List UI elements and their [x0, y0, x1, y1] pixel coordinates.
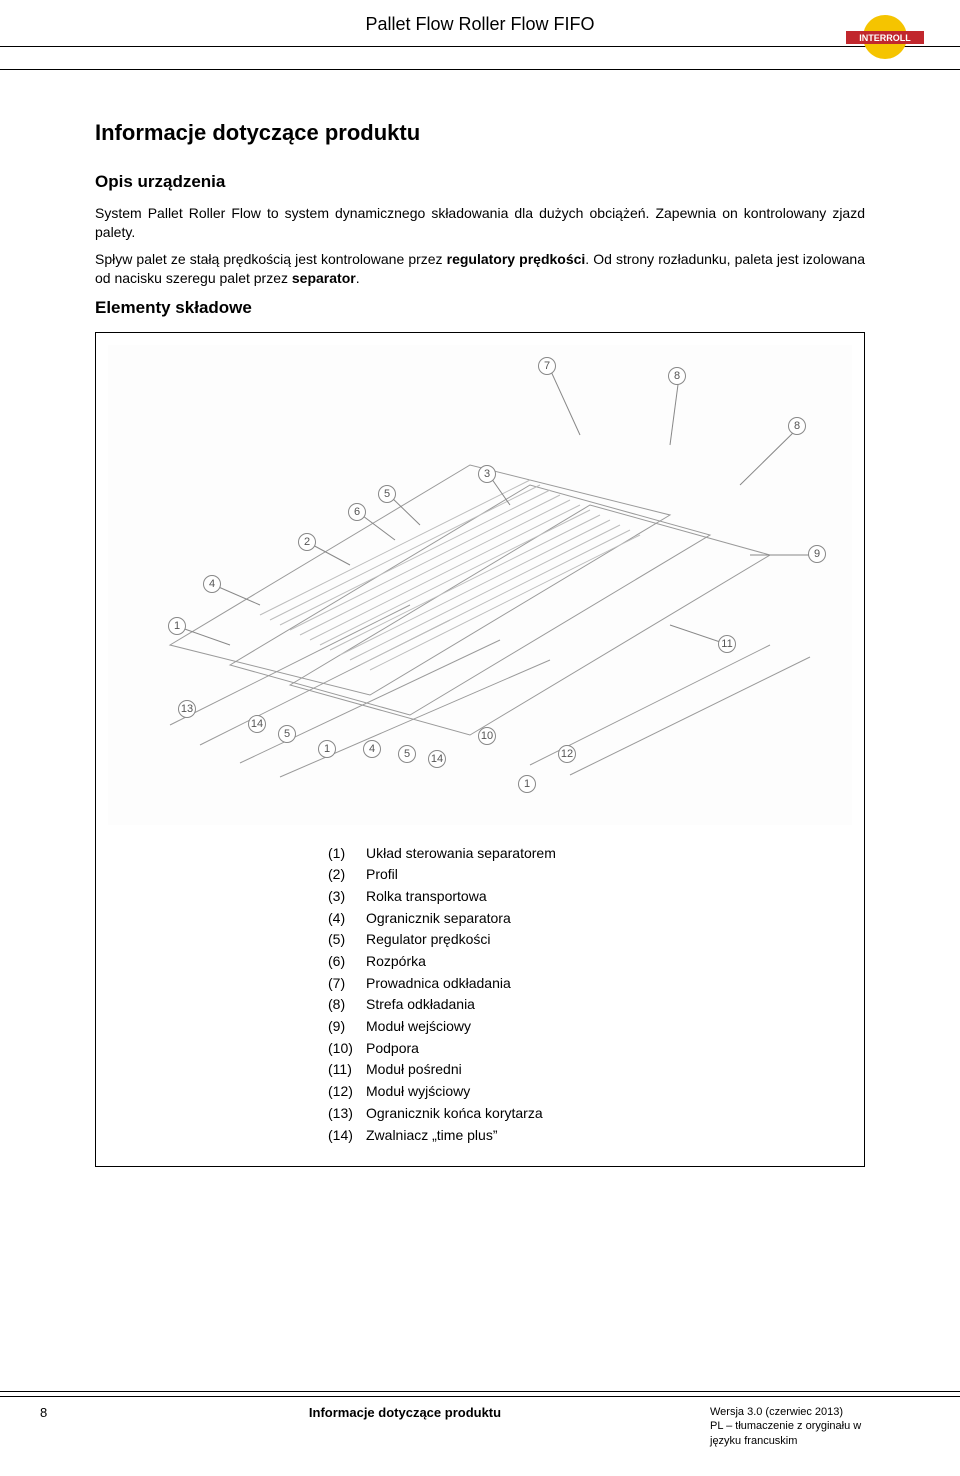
components-heading: Elementy składowe	[95, 298, 865, 318]
subsection-heading: Opis urządzenia	[95, 172, 865, 192]
legend-text: Moduł wejściowy	[366, 1016, 471, 1038]
svg-text:INTERROLL: INTERROLL	[859, 33, 911, 43]
legend-num: (4)	[328, 908, 366, 930]
bold-term: separator	[292, 270, 356, 286]
exploded-diagram: 788356294111131451451410121	[108, 345, 852, 825]
legend-text: Układ sterowania separatorem	[366, 843, 556, 865]
legend-num: (8)	[328, 994, 366, 1016]
intro-para-2: Spływ palet ze stałą prędkością jest kon…	[95, 250, 865, 288]
text: PL – tłumaczenie z oryginału w	[710, 1419, 930, 1433]
legend-row: (9)Moduł wejściowy	[328, 1016, 852, 1038]
footer-rule	[0, 1396, 960, 1397]
legend-row: (13)Ogranicznik końca korytarza	[328, 1103, 852, 1125]
callout-5: 5	[278, 725, 296, 743]
diagram-legend: (1)Układ sterowania separatorem(2)Profil…	[328, 843, 852, 1147]
callout-5: 5	[378, 485, 396, 503]
legend-text: Moduł pośredni	[366, 1059, 462, 1081]
legend-row: (10)Podpora	[328, 1038, 852, 1060]
legend-num: (11)	[328, 1059, 366, 1081]
callout-9: 9	[808, 545, 826, 563]
legend-row: (14)Zwalniacz „time plus”	[328, 1125, 852, 1147]
legend-num: (14)	[328, 1125, 366, 1147]
callout-11: 11	[718, 635, 736, 653]
legend-text: Strefa odkładania	[366, 994, 475, 1016]
text: języku francuskim	[710, 1434, 930, 1448]
legend-num: (5)	[328, 929, 366, 951]
legend-text: Rozpórka	[366, 951, 426, 973]
legend-text: Ogranicznik końca korytarza	[366, 1103, 543, 1125]
legend-row: (2)Profil	[328, 864, 852, 886]
intro-para-1: System Pallet Roller Flow to system dyna…	[95, 204, 865, 242]
page-footer: 8 Informacje dotyczące produktu Wersja 3…	[0, 1391, 960, 1448]
callout-1: 1	[168, 617, 186, 635]
callout-6: 6	[348, 503, 366, 521]
legend-text: Rolka transportowa	[366, 886, 487, 908]
legend-num: (7)	[328, 973, 366, 995]
callout-7: 7	[538, 357, 556, 375]
legend-num: (3)	[328, 886, 366, 908]
footer-title: Informacje dotyczące produktu	[100, 1405, 710, 1448]
legend-text: Prowadnica odkładania	[366, 973, 511, 995]
text: System Pallet Roller Flow to system dyna…	[95, 205, 865, 240]
footer-inner: 8 Informacje dotyczące produktu Wersja 3…	[0, 1405, 960, 1448]
legend-num: (10)	[328, 1038, 366, 1060]
legend-row: (4)Ogranicznik separatora	[328, 908, 852, 930]
legend-row: (5)Regulator prędkości	[328, 929, 852, 951]
doc-title: Pallet Flow Roller Flow FIFO	[0, 0, 960, 35]
legend-text: Profil	[366, 864, 398, 886]
callout-3: 3	[478, 465, 496, 483]
callout-5: 5	[398, 745, 416, 763]
callout-8: 8	[788, 417, 806, 435]
legend-text: Podpora	[366, 1038, 419, 1060]
legend-row: (6)Rozpórka	[328, 951, 852, 973]
legend-num: (6)	[328, 951, 366, 973]
callout-1: 1	[518, 775, 536, 793]
page-header: Pallet Flow Roller Flow FIFO INTERROLL	[0, 0, 960, 70]
callout-12: 12	[558, 745, 576, 763]
page-content: Informacje dotyczące produktu Opis urząd…	[0, 70, 960, 1167]
legend-num: (1)	[328, 843, 366, 865]
legend-text: Ogranicznik separatora	[366, 908, 511, 930]
callout-1: 1	[318, 740, 336, 758]
legend-row: (12)Moduł wyjściowy	[328, 1081, 852, 1103]
text: Spływ palet ze stałą prędkością jest kon…	[95, 251, 447, 267]
callout-14: 14	[428, 750, 446, 768]
page-number: 8	[40, 1405, 100, 1448]
header-rule	[0, 46, 960, 47]
legend-text: Regulator prędkości	[366, 929, 491, 951]
callout-10: 10	[478, 727, 496, 745]
legend-num: (13)	[328, 1103, 366, 1125]
callout-13: 13	[178, 700, 196, 718]
footer-version: Wersja 3.0 (czerwiec 2013) PL – tłumacze…	[710, 1405, 930, 1448]
legend-row: (7)Prowadnica odkładania	[328, 973, 852, 995]
callout-14: 14	[248, 715, 266, 733]
bold-term: regulatory prędkości	[447, 251, 586, 267]
legend-row: (3)Rolka transportowa	[328, 886, 852, 908]
diagram-container: 788356294111131451451410121 (1)Układ ste…	[95, 332, 865, 1168]
legend-row: (1)Układ sterowania separatorem	[328, 843, 852, 865]
text: Wersja 3.0 (czerwiec 2013)	[710, 1405, 930, 1419]
section-heading: Informacje dotyczące produktu	[95, 120, 865, 146]
text: .	[356, 270, 360, 286]
callout-4: 4	[363, 740, 381, 758]
callout-4: 4	[203, 575, 221, 593]
legend-num: (9)	[328, 1016, 366, 1038]
legend-row: (8)Strefa odkładania	[328, 994, 852, 1016]
callout-8: 8	[668, 367, 686, 385]
legend-text: Zwalniacz „time plus”	[366, 1125, 497, 1147]
interroll-logo: INTERROLL	[840, 12, 930, 62]
callout-2: 2	[298, 533, 316, 551]
legend-text: Moduł wyjściowy	[366, 1081, 470, 1103]
legend-num: (12)	[328, 1081, 366, 1103]
legend-row: (11)Moduł pośredni	[328, 1059, 852, 1081]
legend-num: (2)	[328, 864, 366, 886]
